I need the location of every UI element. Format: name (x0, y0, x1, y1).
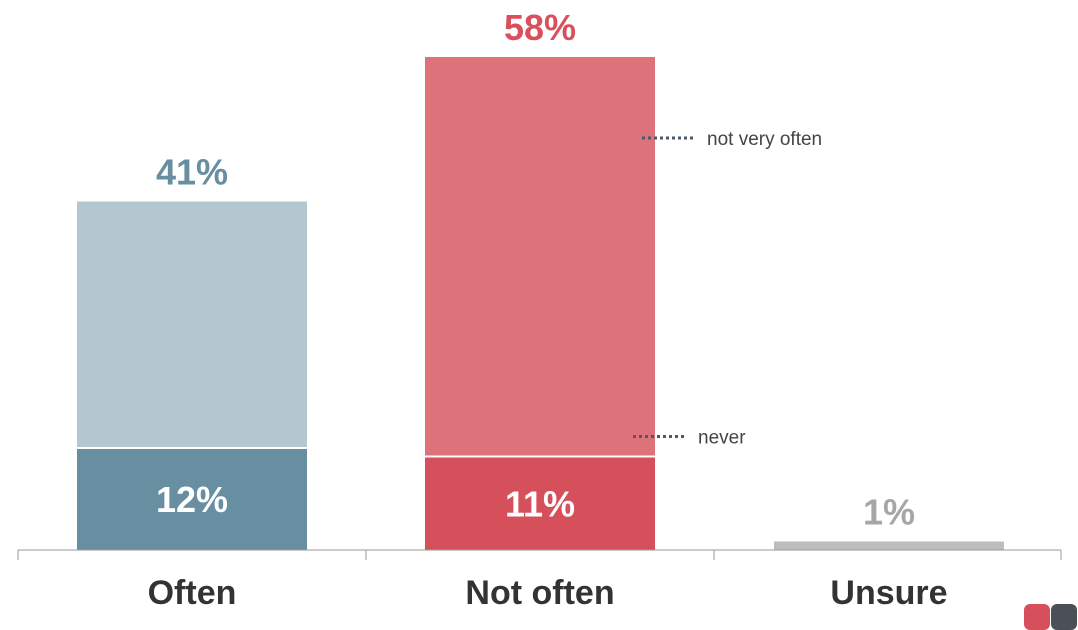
annotation-never: never (698, 428, 746, 449)
annotation-not-very-often: not very often (707, 129, 822, 150)
labels-layer: 12% 41% Often 11% 58% Not often never not very … (148, 7, 948, 612)
total-label-unsure: 1% (863, 492, 915, 533)
stacked-bar-chart: 12% 41% Often 11% 58% Not often never not very … (17, 7, 1062, 612)
data-label-often-segment-1: 12% (156, 479, 228, 520)
category-label-often: Often (148, 574, 237, 612)
x-axis (17, 549, 1062, 560)
category-label-not-often: Not often (465, 574, 614, 612)
bar-unsure-segment-1 (774, 541, 1004, 550)
bars-layer (77, 57, 1004, 550)
total-label-not-often: 58% (504, 7, 576, 48)
logo-gray-box (1051, 604, 1077, 630)
bar-often-segment-2 (77, 201, 307, 448)
bar-not-often-segment-1 (425, 456, 655, 550)
data-label-not-often-segment-1: 11% (505, 483, 575, 524)
category-label-unsure: Unsure (830, 574, 947, 612)
bar-often-segment-1 (77, 448, 307, 550)
logo-red-box (1024, 604, 1050, 630)
total-label-often: 41% (156, 152, 228, 193)
bar-not-often-segment-2 (425, 57, 655, 457)
